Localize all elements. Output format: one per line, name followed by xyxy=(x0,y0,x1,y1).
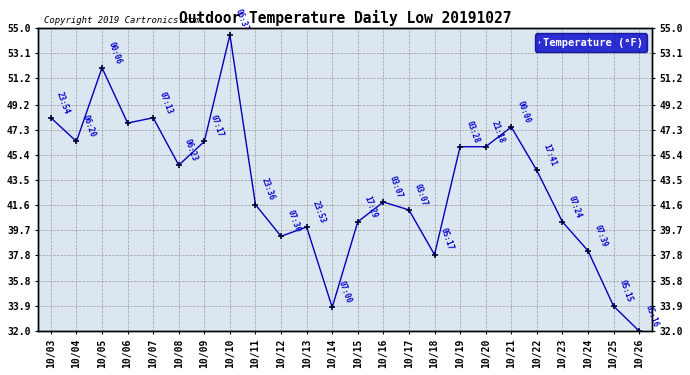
Text: 05:15: 05:15 xyxy=(618,279,634,303)
Text: 23:53: 23:53 xyxy=(310,200,327,224)
Text: 07:30: 07:30 xyxy=(285,209,302,234)
Legend: Temperature (°F): Temperature (°F) xyxy=(535,33,647,52)
Text: 05:17: 05:17 xyxy=(439,227,455,252)
Text: 03:28: 03:28 xyxy=(464,119,481,144)
Text: 00:06: 00:06 xyxy=(106,40,123,65)
Text: 21:18: 21:18 xyxy=(490,119,506,144)
Text: Copyright 2019 Cartronics.com: Copyright 2019 Cartronics.com xyxy=(44,16,200,25)
Text: 07:39: 07:39 xyxy=(592,223,609,248)
Text: 07:17: 07:17 xyxy=(208,114,225,139)
Text: 23:54: 23:54 xyxy=(55,90,71,115)
Text: 17:29: 17:29 xyxy=(362,194,378,219)
Title: Outdoor Temperature Daily Low 20191027: Outdoor Temperature Daily Low 20191027 xyxy=(179,10,511,26)
Text: 07:13: 07:13 xyxy=(157,90,174,115)
Text: 06:37: 06:37 xyxy=(234,7,250,32)
Text: 00:00: 00:00 xyxy=(515,99,532,124)
Text: 07:24: 07:24 xyxy=(566,194,583,219)
Text: 23:36: 23:36 xyxy=(259,177,276,202)
Text: 03:07: 03:07 xyxy=(413,182,429,207)
Text: 17:41: 17:41 xyxy=(541,143,558,168)
Text: 05:16: 05:16 xyxy=(643,303,660,328)
Text: 03:07: 03:07 xyxy=(388,174,404,199)
Text: 06:23: 06:23 xyxy=(183,138,199,162)
Text: 07:00: 07:00 xyxy=(337,280,353,304)
Text: 06:20: 06:20 xyxy=(81,114,97,139)
